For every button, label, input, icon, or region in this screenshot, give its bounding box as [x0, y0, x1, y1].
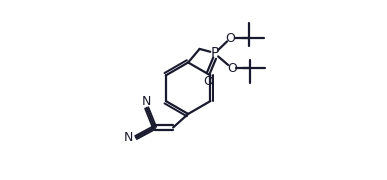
Text: O: O [227, 62, 237, 75]
Text: N: N [142, 95, 151, 108]
Text: O: O [226, 32, 236, 45]
Text: O: O [203, 75, 213, 87]
Text: P: P [211, 46, 219, 60]
Text: N: N [123, 131, 133, 144]
